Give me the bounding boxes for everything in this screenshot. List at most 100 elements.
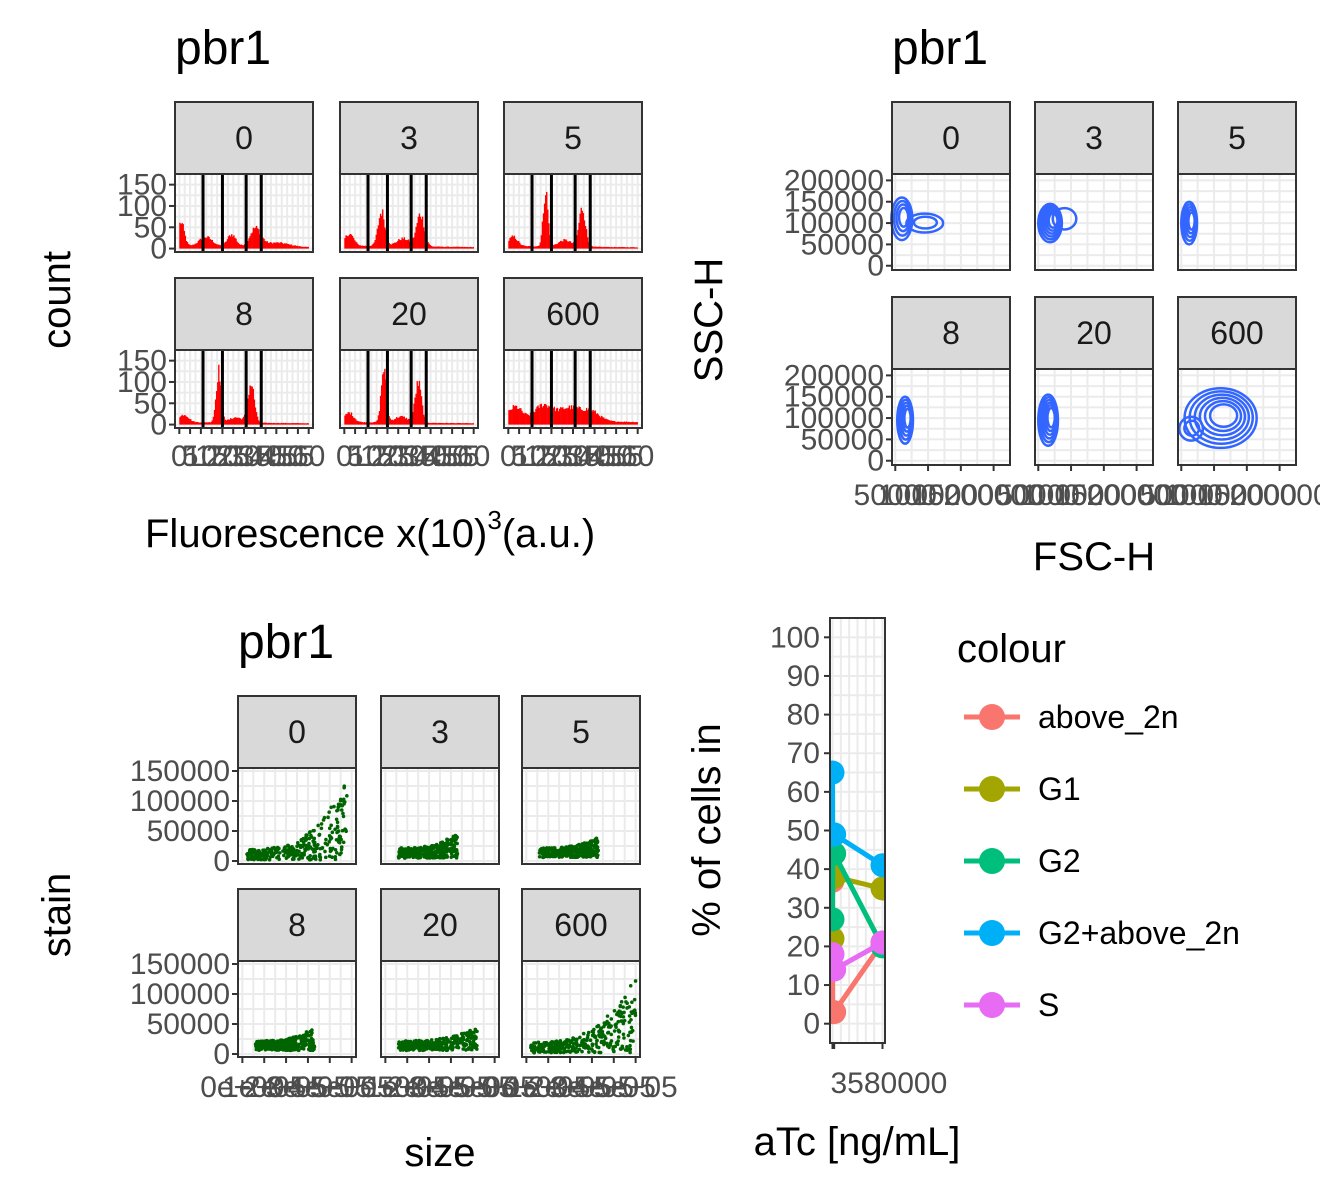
scatter-point <box>577 1043 582 1048</box>
histogram-bar <box>625 421 628 425</box>
histogram-bar <box>601 246 603 249</box>
facet-strip-label: 8 <box>235 296 253 332</box>
histogram-bar <box>194 243 196 249</box>
series-point <box>870 853 885 878</box>
scatter-point <box>595 847 599 852</box>
histogram-bar <box>290 423 292 425</box>
histogram-bar <box>584 226 587 249</box>
histogram-bar <box>604 247 606 249</box>
histogram-bar <box>596 413 599 425</box>
histogram-bar <box>370 245 372 249</box>
histogram-bar <box>227 419 230 425</box>
histogram-bar <box>623 247 626 249</box>
histogram-bar <box>412 412 414 425</box>
scatter-point <box>404 850 408 854</box>
histogram-bar <box>403 237 405 249</box>
histogram-bar <box>599 246 602 249</box>
histogram-bar <box>448 247 451 249</box>
histogram-bar <box>430 423 432 425</box>
histogram-bar <box>580 207 582 249</box>
scatter-point <box>431 853 435 858</box>
histogram-bar <box>297 246 300 249</box>
histogram-bar <box>377 225 380 249</box>
scatter-point <box>327 810 331 814</box>
scatter-point <box>630 1000 634 1005</box>
scatter-point <box>277 857 281 862</box>
scatter-point <box>618 1003 623 1008</box>
y-tick-label: 100000 <box>130 978 230 1011</box>
facet-grid <box>340 349 478 428</box>
scatter-point <box>267 1039 272 1044</box>
scatter-point <box>596 1024 601 1029</box>
histogram-bar <box>522 412 524 425</box>
histogram-bar <box>447 423 450 425</box>
histogram-bar <box>283 243 286 249</box>
x-tick-label: 5 <box>182 440 199 473</box>
facet-border <box>1034 368 1154 466</box>
histogram-bar <box>205 237 207 249</box>
histogram-bar <box>240 244 243 249</box>
histogram-bar <box>210 239 212 249</box>
histogram-bars <box>508 191 638 249</box>
histogram-bar <box>462 247 465 249</box>
histogram-bar <box>405 240 408 249</box>
scatter-point <box>304 833 309 837</box>
histogram-bar <box>210 421 212 425</box>
histogram-bar <box>204 237 206 249</box>
scatter-point <box>417 1042 422 1047</box>
scatter-point <box>623 1048 628 1052</box>
histogram-bar <box>584 410 587 425</box>
histogram-bar <box>217 382 219 425</box>
scatter-point <box>622 1036 626 1040</box>
histogram-bar <box>591 246 593 249</box>
scatter-point <box>307 841 311 846</box>
scatter-point <box>283 845 287 849</box>
histogram-bar <box>399 239 401 249</box>
x-tick-label: 200000 <box>944 479 1044 512</box>
y-tick-label: 0 <box>150 233 167 266</box>
histogram-bar <box>421 216 424 249</box>
facet-strip-label: 3 <box>1085 120 1103 156</box>
histogram-bar <box>524 245 526 249</box>
scatter-point <box>430 1047 435 1052</box>
histogram-bar <box>540 235 543 249</box>
histogram-bar <box>542 213 545 249</box>
histogram-bar <box>539 404 541 425</box>
histogram-bar <box>282 243 285 249</box>
histogram-bar <box>407 418 410 425</box>
histogram-bar <box>438 422 440 425</box>
histogram-bar <box>579 407 581 425</box>
histogram-bar <box>520 244 522 249</box>
scatter-point <box>296 853 301 857</box>
scatter-point <box>327 826 332 831</box>
scatter-point <box>309 857 313 862</box>
histogram-bar <box>306 246 308 249</box>
histogram-bar <box>392 243 395 249</box>
histogram-bar <box>289 423 291 425</box>
histogram-bar <box>231 418 233 425</box>
histogram-bar <box>362 422 365 425</box>
scatter-point <box>311 828 316 833</box>
histogram-bar <box>570 405 573 425</box>
histogram-bar <box>513 235 516 249</box>
scatter-point <box>402 1041 406 1046</box>
histogram-bar <box>620 421 622 425</box>
histogram-bar <box>270 422 273 425</box>
histogram-bar <box>592 246 594 249</box>
histogram-bar <box>197 422 200 425</box>
histogram-bar <box>417 386 420 425</box>
scatter-point <box>633 1013 638 1018</box>
histogram-bar <box>566 241 568 249</box>
facet-strip <box>174 277 314 351</box>
scatter-point <box>619 1000 624 1004</box>
series-point <box>830 957 847 982</box>
histogram-bar <box>512 236 515 249</box>
histogram-bar <box>567 241 569 249</box>
histogram-bar <box>264 241 266 249</box>
histogram-bar <box>364 422 367 425</box>
x-tick-label: 100000 <box>878 479 978 512</box>
scatter-point <box>444 1044 449 1048</box>
legend-key-point <box>979 704 1005 730</box>
legend-item: G1 <box>964 771 1081 807</box>
